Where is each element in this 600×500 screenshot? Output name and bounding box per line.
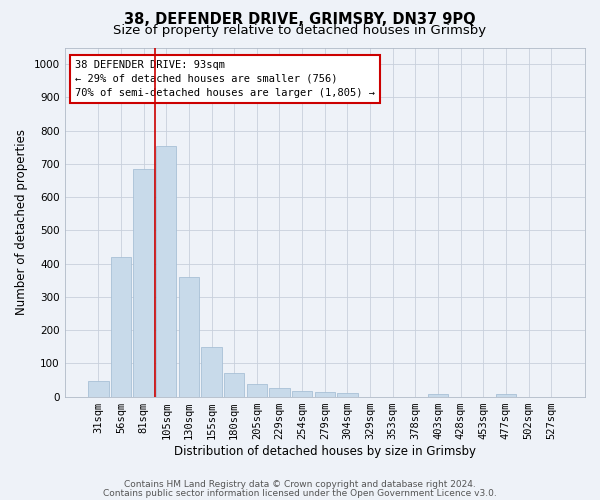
X-axis label: Distribution of detached houses by size in Grimsby: Distribution of detached houses by size … bbox=[174, 444, 476, 458]
Bar bbox=[179, 277, 199, 396]
Text: Size of property relative to detached houses in Grimsby: Size of property relative to detached ho… bbox=[113, 24, 487, 37]
Bar bbox=[247, 384, 267, 396]
Text: 38, DEFENDER DRIVE, GRIMSBY, DN37 9PQ: 38, DEFENDER DRIVE, GRIMSBY, DN37 9PQ bbox=[124, 12, 476, 28]
Bar bbox=[88, 380, 109, 396]
Bar bbox=[292, 390, 313, 396]
Bar bbox=[156, 146, 176, 396]
Bar bbox=[224, 374, 244, 396]
Bar bbox=[496, 394, 516, 396]
Bar bbox=[111, 257, 131, 396]
Text: 38 DEFENDER DRIVE: 93sqm
← 29% of detached houses are smaller (756)
70% of semi-: 38 DEFENDER DRIVE: 93sqm ← 29% of detach… bbox=[75, 60, 375, 98]
Text: Contains HM Land Registry data © Crown copyright and database right 2024.: Contains HM Land Registry data © Crown c… bbox=[124, 480, 476, 489]
Bar bbox=[202, 346, 222, 397]
Bar bbox=[314, 392, 335, 396]
Bar bbox=[269, 388, 290, 396]
Y-axis label: Number of detached properties: Number of detached properties bbox=[15, 129, 28, 315]
Bar bbox=[428, 394, 448, 396]
Text: Contains public sector information licensed under the Open Government Licence v3: Contains public sector information licen… bbox=[103, 488, 497, 498]
Bar bbox=[133, 169, 154, 396]
Bar bbox=[337, 394, 358, 396]
